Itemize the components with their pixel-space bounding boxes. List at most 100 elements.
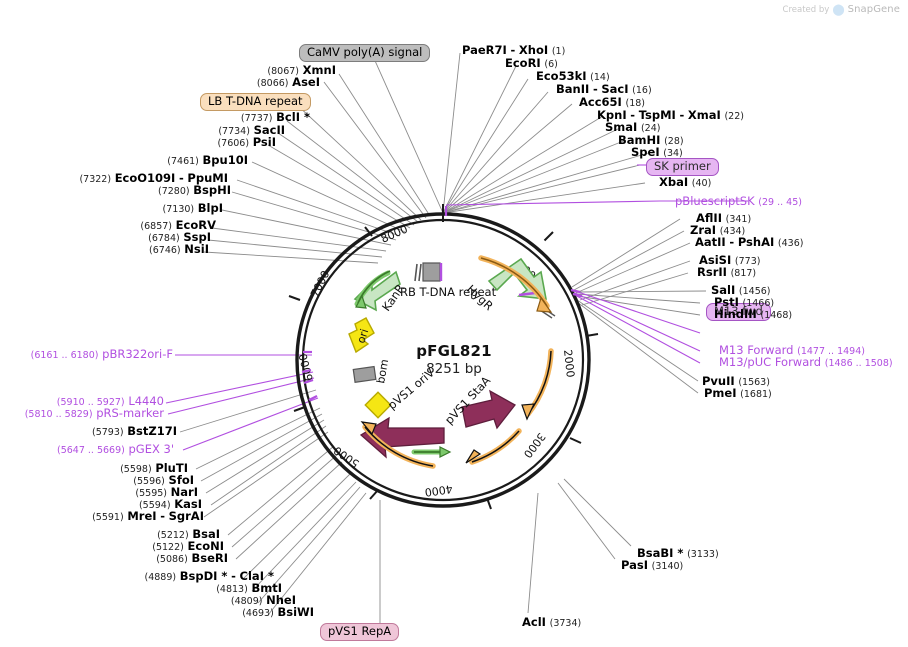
plasmid-size: 8251 bp [426,361,482,377]
site-label-bstz17i[interactable]: (5793) BstZ17I [0,425,177,439]
site-label-xmni[interactable]: (8067) XmnI [96,64,336,78]
feature-ori[interactable]: ori [348,317,375,354]
site-label-banii-saci[interactable]: BanII - SacI (16) [556,83,652,97]
site-label-acc65i[interactable]: Acc65I (18) [579,96,645,110]
site-label-ecori[interactable]: EcoRI (6) [505,57,558,71]
site-label-nari[interactable]: (5595) NarI [2,486,198,500]
site-label-bspdi-clai[interactable]: (4889) BspDI * - ClaI * [24,570,274,584]
badge-m13-fwd[interactable]: M13 fwd [706,303,771,321]
site-label-bsai[interactable]: (5212) BsaI [18,528,220,542]
feature-bom[interactable]: bom [352,358,391,385]
enzyme-name: PsiI [252,135,276,149]
enzyme-name-2: SacI [601,82,629,96]
site-label-rsrii[interactable]: RsrII (817) [697,266,756,280]
enzyme-position: (1681) [740,389,772,400]
site-label-econi[interactable]: (5122) EcoNI [22,540,224,554]
site-label-pluti[interactable]: (5598) PluTI [0,462,188,476]
site-label-smai[interactable]: SmaI (24) [605,121,660,135]
badge-camv-polya-signal[interactable]: CaMV poly(A) signal [299,44,431,62]
site-label-pvuii[interactable]: PvuII (1563) [702,375,770,389]
site-label-nsii[interactable]: (6746) NsiI [0,243,209,257]
site-label-kpni-tspmi-xmai[interactable]: KpnI - TspMI - XmaI (22) [597,109,744,123]
enzyme-name: Bpu10I [202,153,248,167]
site-label-acli[interactable]: AclI (3734) [522,616,581,630]
site-label-eco53ki[interactable]: Eco53kI (14) [536,70,610,84]
site-label-xbai[interactable]: XbaI (40) [659,176,711,190]
site-label-hindiii[interactable]: HindIII (1468) [714,308,792,322]
feature-label-pbr322ori-f[interactable]: (6161 .. 6180) pBR322ori-F [0,348,173,362]
site-label-asisi[interactable]: AsiSI (773) [699,254,760,268]
orange-arc-bottom-right [465,428,522,465]
site-label-ecoo109i-ppumi[interactable]: (7322) EcoO109I - PpuMI [0,172,228,186]
feature-label-l4440[interactable]: (5910 .. 5927) L4440 [0,395,164,409]
enzyme-position: (341) [725,214,752,225]
site-label-bmti[interactable]: (4813) BmtI [60,582,282,596]
tick-label-5000: 5000 [331,443,361,470]
site-label-zrai[interactable]: ZraI (434) [690,224,745,238]
site-label-spei[interactable]: SpeI (34) [631,146,683,160]
site-label-paer7i-xhoi[interactable]: PaeR7I - XhoI (1) [462,44,565,58]
leader-lines-right [571,218,707,394]
enzyme-position: (5086) [156,554,188,565]
site-label-mrei-sgrai[interactable]: (5591) MreI - SgrAI [0,510,204,524]
enzyme-position: (16) [632,85,652,96]
site-label-aflii[interactable]: AflII (341) [696,212,751,226]
enzyme-name-2: TspMI [638,108,676,122]
enzyme-position: (1466) [742,298,775,309]
feature-label-ori: ori [354,327,371,345]
enzyme-position: (24) [640,123,661,134]
site-label-psii[interactable]: (7606) PsiI [36,136,276,150]
site-label-nhei[interactable]: (4809) NheI [74,594,296,608]
enzyme-position: (7737) [240,113,273,124]
feature-maroon-left[interactable] [359,416,445,459]
enzyme-position: (5598) [120,464,152,475]
enzyme-name-2: XhoI [518,43,549,57]
enzyme-position: (1563) [738,377,770,388]
bottom-promoter-arrowhead [439,446,452,458]
site-label-sali[interactable]: SalI (1456) [711,284,771,298]
enzyme-name: AflII [696,211,722,225]
site-label-pasi[interactable]: PasI (3140) [621,559,683,573]
site-label-sfoi[interactable]: (5596) SfoI [0,474,194,488]
feature-pvs1-staa[interactable]: pVS1 StaA [442,373,516,430]
site-label-ecorv[interactable]: (6857) EcoRV [0,219,216,233]
site-label-bamhi[interactable]: BamHI (28) [618,134,684,148]
feature-rb-tdna-repeat[interactable]: RB T-DNA repeat [400,262,556,319]
enzyme-name: SspI [183,230,211,244]
site-label-aatii-pshai[interactable]: AatII - PshAI (436) [695,236,803,250]
enzyme-position: (7280) [158,186,190,197]
enzyme-separator: - [160,509,165,523]
site-label-kasi[interactable]: (5594) KasI [6,498,202,512]
site-label-bsphi[interactable]: (7280) BspHI [0,184,231,198]
feature-label-pbluescriptsk[interactable]: pBluescriptSK (29 .. 45) [675,195,802,209]
feature-label-m13-puc-forward[interactable]: M13/pUC Forward (1486 .. 1508) [719,356,893,370]
feature-label-m13-forward[interactable]: M13 Forward (1477 .. 1494) [719,344,865,358]
site-label-psti[interactable]: PstI (1466) [714,296,774,310]
site-label-bpu10i[interactable]: (7461) Bpu10I [8,154,248,168]
enzyme-name: RsrII [697,265,727,279]
feature-label-prs-marker[interactable]: (5810 .. 5829) pRS-marker [0,407,164,421]
site-label-sspi[interactable]: (6784) SspI [0,231,211,245]
enzyme-name: BseRI [191,551,228,565]
enzyme-name: KpnI [597,108,627,122]
site-label-bsabi[interactable]: BsaBI * (3133) [637,547,719,561]
site-label-bcli[interactable]: (7737) BclI * [70,111,310,125]
badge-lb-tdna-repeat[interactable]: LB T-DNA repeat [200,93,311,111]
site-label-blpi[interactable]: (7130) BlpI [0,202,223,216]
enzyme-name: BclI * [276,110,310,124]
site-label-pmei[interactable]: PmeI (1681) [704,387,772,401]
primer-position: (1477 .. 1494) [797,346,865,357]
enzyme-position: (7461) [167,156,199,167]
feature-label-pgex-3prime[interactable]: (5647 .. 5669) pGEX 3' [0,443,174,457]
badge-sk-primer[interactable]: SK primer [646,158,719,176]
enzyme-name: PstI [714,295,739,309]
enzyme-name-3: XmaI [687,108,721,122]
enzyme-separator: - [231,569,236,583]
site-label-asei[interactable]: (8066) AseI [80,76,320,90]
site-label-bsiwi[interactable]: (4693) BsiWI [92,606,314,620]
site-label-sacii[interactable]: (7734) SacII [45,124,285,138]
site-label-bseri[interactable]: (5086) BseRI [26,552,228,566]
badge-pvs1-repa[interactable]: pVS1 RepA [320,623,400,641]
